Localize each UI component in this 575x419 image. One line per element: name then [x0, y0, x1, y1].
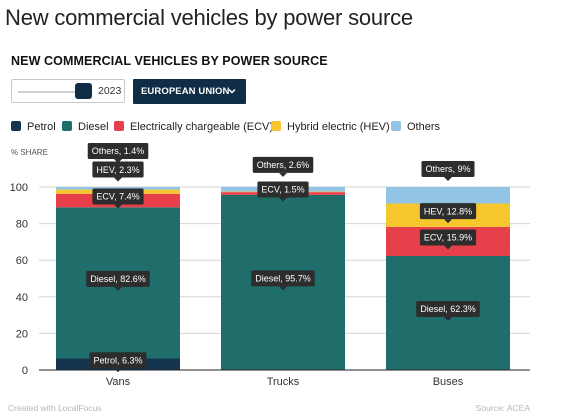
data-label-box: [419, 203, 477, 220]
legend-swatch: [11, 121, 21, 131]
data-label-text: HEV, 12.8%: [424, 206, 472, 216]
data-label-box: [251, 270, 315, 287]
data-label: Diesel, 82.6%: [86, 270, 150, 291]
data-label-pointer: [444, 219, 452, 224]
bar-segment: [386, 187, 510, 204]
data-label-pointer: [444, 245, 452, 250]
data-label-box: [92, 188, 144, 205]
legend-item-hev[interactable]: Hybrid electric (HEV): [271, 121, 390, 133]
legend-label: Others: [407, 121, 441, 133]
data-label: Others, 2.6%: [252, 156, 314, 177]
y-axis-label: % SHARE: [11, 148, 48, 157]
credit-text[interactable]: Created with LocalFocus: [8, 403, 102, 413]
data-label-box: [86, 270, 150, 287]
data-label-box: [416, 300, 480, 317]
data-label-box: [92, 161, 144, 178]
data-label: Diesel, 95.7%: [251, 270, 315, 291]
legend-item-others[interactable]: Others: [391, 121, 440, 133]
region-dropdown[interactable]: EUROPEAN UNION: [133, 79, 246, 104]
y-tick-label: 0: [22, 365, 28, 377]
data-label-box: [257, 181, 309, 198]
data-label-text: ECV, 15.9%: [424, 233, 472, 243]
bar-segment: [56, 187, 180, 190]
year-slider[interactable]: 2023: [11, 79, 125, 103]
legend-item-petrol[interactable]: Petrol: [11, 121, 56, 133]
data-label-pointer: [114, 177, 122, 182]
legend-swatch: [114, 121, 124, 131]
legend-swatch: [271, 121, 281, 131]
data-label: Others, 9%: [421, 161, 475, 181]
x-tick-label: Vans: [106, 376, 131, 388]
data-label: Petrol, 6.3%: [89, 352, 147, 373]
data-label-pointer: [114, 159, 122, 163]
data-label-text: ECV, 7.4%: [96, 192, 139, 202]
data-label-text: HEV, 2.3%: [96, 165, 139, 175]
chart-title: NEW COMMERCIAL VEHICLES BY POWER SOURCE: [11, 54, 328, 68]
x-tick-label: Buses: [433, 376, 464, 388]
data-label: Diesel, 62.3%: [416, 300, 480, 321]
data-label-text: Others, 1.4%: [92, 146, 145, 156]
data-label-pointer: [114, 368, 122, 373]
data-label-pointer: [279, 172, 287, 177]
legend-label: Diesel: [78, 121, 109, 133]
legend-label: Electrically chargeable (ECV): [130, 121, 274, 133]
data-label-box: [89, 352, 147, 369]
legend-swatch: [391, 121, 401, 131]
legend-label: Petrol: [27, 121, 56, 133]
slider-track[interactable]: [18, 91, 92, 93]
data-label-text: Diesel, 82.6%: [90, 274, 146, 284]
legend-label: Hybrid electric (HEV): [287, 121, 390, 133]
data-label-box: [87, 143, 149, 159]
data-label-text: Others, 9%: [425, 164, 470, 174]
data-label-pointer: [444, 177, 452, 181]
y-tick-label: 60: [16, 255, 28, 267]
data-label-pointer: [279, 197, 287, 202]
data-labels: Petrol, 6.3% Diesel, 82.6% ECV, 7.4% HEV, 2…: [86, 143, 480, 373]
chevron-down-icon: [228, 88, 236, 94]
y-tick-label: 100: [10, 182, 28, 194]
legend-item-ecv[interactable]: Electrically chargeable (ECV): [114, 121, 273, 133]
data-label-text: Petrol, 6.3%: [93, 355, 142, 365]
y-tick-label: 20: [16, 328, 28, 340]
data-label: ECV, 15.9%: [419, 229, 477, 250]
y-tick-label: 80: [16, 219, 28, 231]
data-label: Others, 1.4%: [87, 143, 149, 163]
data-label: ECV, 7.4%: [92, 188, 144, 209]
data-label: HEV, 12.8%: [419, 203, 477, 224]
data-label-box: [421, 161, 475, 177]
legend-swatch: [62, 121, 72, 131]
legend-item-diesel[interactable]: Diesel: [62, 121, 109, 133]
data-label-text: ECV, 1.5%: [261, 185, 304, 195]
year-value: 2023: [98, 85, 122, 97]
data-label-pointer: [279, 286, 287, 291]
data-label-text: Others, 2.6%: [257, 160, 310, 170]
data-label-text: Diesel, 62.3%: [420, 304, 476, 314]
page-title: New commercial vehicles by power source: [5, 5, 413, 30]
data-label-box: [252, 156, 314, 173]
data-label-pointer: [114, 286, 122, 291]
data-label-text: Diesel, 95.7%: [255, 274, 311, 284]
slider-thumb[interactable]: [75, 83, 92, 99]
source-text: Source: ACEA: [475, 403, 530, 413]
y-tick-label: 40: [16, 292, 28, 304]
data-label-pointer: [114, 204, 122, 209]
x-tick-label: Trucks: [267, 376, 300, 388]
data-label: HEV, 2.3%: [92, 161, 144, 182]
region-label: EUROPEAN UNION: [141, 86, 230, 97]
data-label-pointer: [444, 316, 452, 321]
axes: 0 20 40 60 80 100 Vans Trucks Buses: [10, 182, 530, 388]
data-label: ECV, 1.5%: [257, 181, 309, 202]
data-label-box: [419, 229, 477, 246]
